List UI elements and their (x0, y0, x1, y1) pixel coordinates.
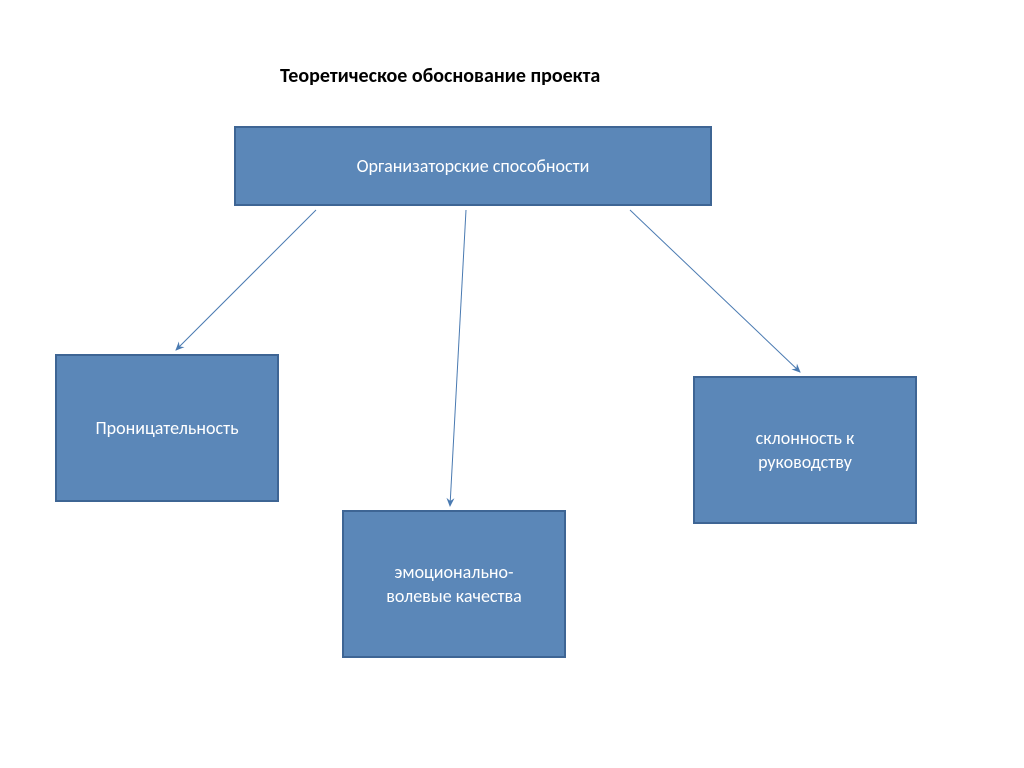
node-mid-label: эмоционально-волевые качества (386, 560, 521, 609)
node-right: склонность круководству (693, 376, 917, 524)
node-left-label: Проницательность (95, 416, 238, 440)
page-title: Теоретическое обоснование проекта (280, 64, 600, 88)
edge-root-right (630, 210, 800, 372)
node-right-label: склонность круководству (756, 426, 855, 475)
edge-root-mid (450, 210, 466, 506)
node-mid: эмоционально-волевые качества (342, 510, 566, 658)
node-root: Организаторские способности (234, 126, 712, 206)
edge-root-left (176, 210, 316, 350)
node-root-label: Организаторские способности (357, 154, 590, 178)
node-left: Проницательность (55, 354, 279, 502)
